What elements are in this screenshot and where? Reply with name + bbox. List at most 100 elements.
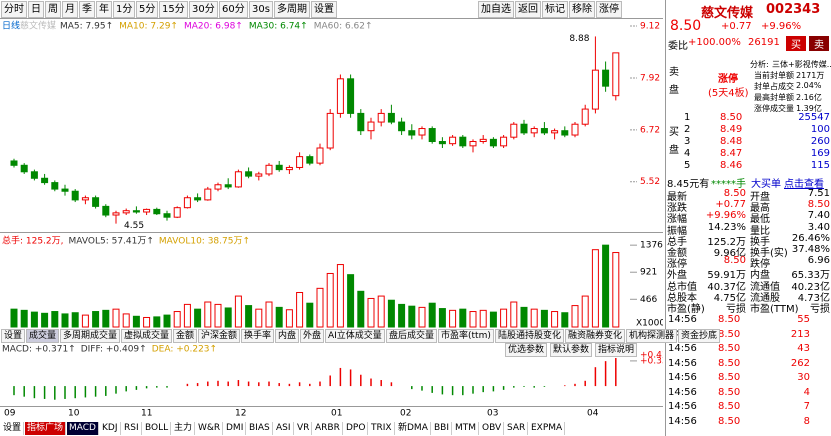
candle-body: [510, 123, 518, 138]
indicator-tab[interactable]: AI立体成交量: [325, 329, 385, 343]
indicator-tab[interactable]: 设置: [1, 329, 26, 343]
indicator-tab[interactable]: 陆股通持股变化: [495, 329, 565, 343]
stat-value: 8.50: [723, 255, 746, 267]
indicator-tab[interactable]: 虚拟成交量: [121, 329, 173, 343]
bottom-tab[interactable]: BBI: [432, 422, 453, 435]
buy-button[interactable]: 买: [786, 36, 806, 51]
stat-value: 7.51: [807, 188, 830, 199]
bottom-tab[interactable]: 主力: [172, 422, 196, 435]
bottom-tab[interactable]: 设置: [1, 422, 25, 435]
x-tick-label: 01: [331, 409, 342, 419]
bottom-tab[interactable]: MACD: [67, 422, 99, 435]
volume-bar: [204, 301, 212, 328]
toolbar-button[interactable]: 1分: [113, 1, 136, 18]
stock-code: 002343: [766, 2, 821, 17]
indicator-tab[interactable]: 资金抄底: [678, 329, 721, 343]
bottom-tab[interactable]: VR: [295, 422, 313, 435]
indicator-tab[interactable]: 内盘: [275, 329, 300, 343]
toolbar-button[interactable]: 分时: [1, 1, 27, 18]
ma-legend: MA60: 6.62↑: [314, 22, 373, 32]
toolbar-button[interactable]: 多周期: [274, 1, 310, 18]
indicator-tab[interactable]: 盘后成交量: [386, 329, 438, 343]
toolbar-button[interactable]: 加自选: [478, 1, 514, 18]
volume-bar: [41, 312, 49, 328]
toolbar-button[interactable]: 30分: [189, 1, 218, 18]
toolbar-button[interactable]: 周: [45, 1, 61, 18]
sell-button[interactable]: 卖: [809, 36, 829, 51]
big-order-link[interactable]: 点击查看: [784, 179, 824, 190]
trade-volume: 262: [790, 357, 810, 369]
volume-bar: [571, 305, 579, 328]
candle-body: [387, 112, 395, 123]
volume-bar: [347, 274, 355, 328]
bottom-tab[interactable]: MTM: [453, 422, 480, 435]
indicator-tab[interactable]: 融资融券变化: [565, 329, 626, 343]
bottom-tab[interactable]: RSI: [122, 422, 142, 435]
volume-bar: [602, 244, 610, 328]
volume-bar: [367, 297, 375, 328]
param-button[interactable]: 指标说明: [595, 343, 638, 357]
indicator-tab[interactable]: 成交量: [26, 329, 60, 343]
stat-key: 涨跌: [667, 203, 687, 215]
toolbar-button[interactable]: 标记: [542, 1, 568, 18]
candle-body: [285, 166, 293, 171]
bottom-tab[interactable]: BIAS: [247, 422, 273, 435]
param-button[interactable]: 默认参数: [550, 343, 593, 357]
bottom-tab[interactable]: OBV: [480, 422, 505, 435]
bottom-tab[interactable]: SAR: [505, 422, 529, 435]
bottom-tab[interactable]: 指标广场: [25, 422, 67, 435]
toolbar-button[interactable]: 返回: [515, 1, 541, 18]
stat-value: 亏损: [810, 304, 830, 315]
bottom-tab[interactable]: KDJ: [100, 422, 121, 435]
toolbar-button[interactable]: 涨停: [596, 1, 622, 18]
bottom-tab[interactable]: ASI: [274, 422, 294, 435]
trade-time: 14:56: [668, 372, 697, 383]
toolbar-button[interactable]: 年: [96, 1, 112, 18]
ma-legend: MA20: 6.98↑: [184, 22, 243, 32]
toolbar-button[interactable]: 移除: [569, 1, 595, 18]
bottom-tab[interactable]: DMI: [224, 422, 247, 435]
indicator-tab[interactable]: 机构探测器: [626, 329, 678, 343]
trade-price: 8.50: [718, 357, 741, 369]
trade-price: 8.50: [718, 343, 741, 354]
stat-value: 40.23亿: [791, 281, 830, 293]
toolbar-button[interactable]: 日: [28, 1, 44, 18]
toolbar-button[interactable]: 季: [79, 1, 95, 18]
toolbar-button[interactable]: 15分: [159, 1, 188, 18]
buy-volume: 260: [810, 136, 830, 147]
volume-bar: [438, 308, 446, 328]
candle-body: [540, 128, 548, 134]
trade-price: 8.50: [718, 415, 741, 427]
toolbar-button[interactable]: 60分: [219, 1, 248, 18]
stat-value: 26.46%: [791, 232, 830, 244]
param-button[interactable]: 优选参数: [505, 343, 548, 357]
buy-price: 8.47: [720, 148, 743, 159]
indicator-tab[interactable]: 市盈率(ttm): [438, 329, 494, 343]
bottom-tab[interactable]: EXPMA: [529, 422, 566, 435]
bottom-tab[interactable]: 新DMA: [396, 422, 431, 435]
bottom-tab[interactable]: ARBR: [313, 422, 343, 435]
watermark: 慈文传媒: [20, 20, 56, 32]
indicator-tab[interactable]: 多周期成交量: [60, 329, 121, 343]
stat-key: 流通值: [750, 281, 780, 293]
bottom-tab[interactable]: DPO: [344, 422, 369, 435]
indicator-tab[interactable]: 金额: [173, 329, 198, 343]
toolbar-button[interactable]: 5分: [136, 1, 159, 18]
volume-bar: [489, 311, 497, 328]
toolbar-button[interactable]: 30s: [249, 1, 273, 18]
candle-body: [438, 141, 446, 145]
indicator-tab[interactable]: 外盘: [300, 329, 325, 343]
bottom-tab[interactable]: BOLL: [143, 422, 172, 435]
indicator-tab[interactable]: 沪深金额: [198, 329, 241, 343]
bottom-tab[interactable]: TRIX: [369, 422, 395, 435]
candle-body: [336, 78, 344, 114]
toolbar-button[interactable]: 月: [62, 1, 78, 18]
candle-body: [347, 78, 355, 114]
toolbar-button[interactable]: 设置: [311, 1, 337, 18]
candle-body: [20, 164, 28, 173]
stat-value: 8.50: [807, 199, 830, 211]
limit-key: 封单占成交: [754, 82, 794, 91]
stat-key: 跌停: [750, 259, 770, 271]
bottom-tab[interactable]: W&R: [196, 422, 224, 435]
indicator-tab[interactable]: 换手率: [241, 329, 275, 343]
